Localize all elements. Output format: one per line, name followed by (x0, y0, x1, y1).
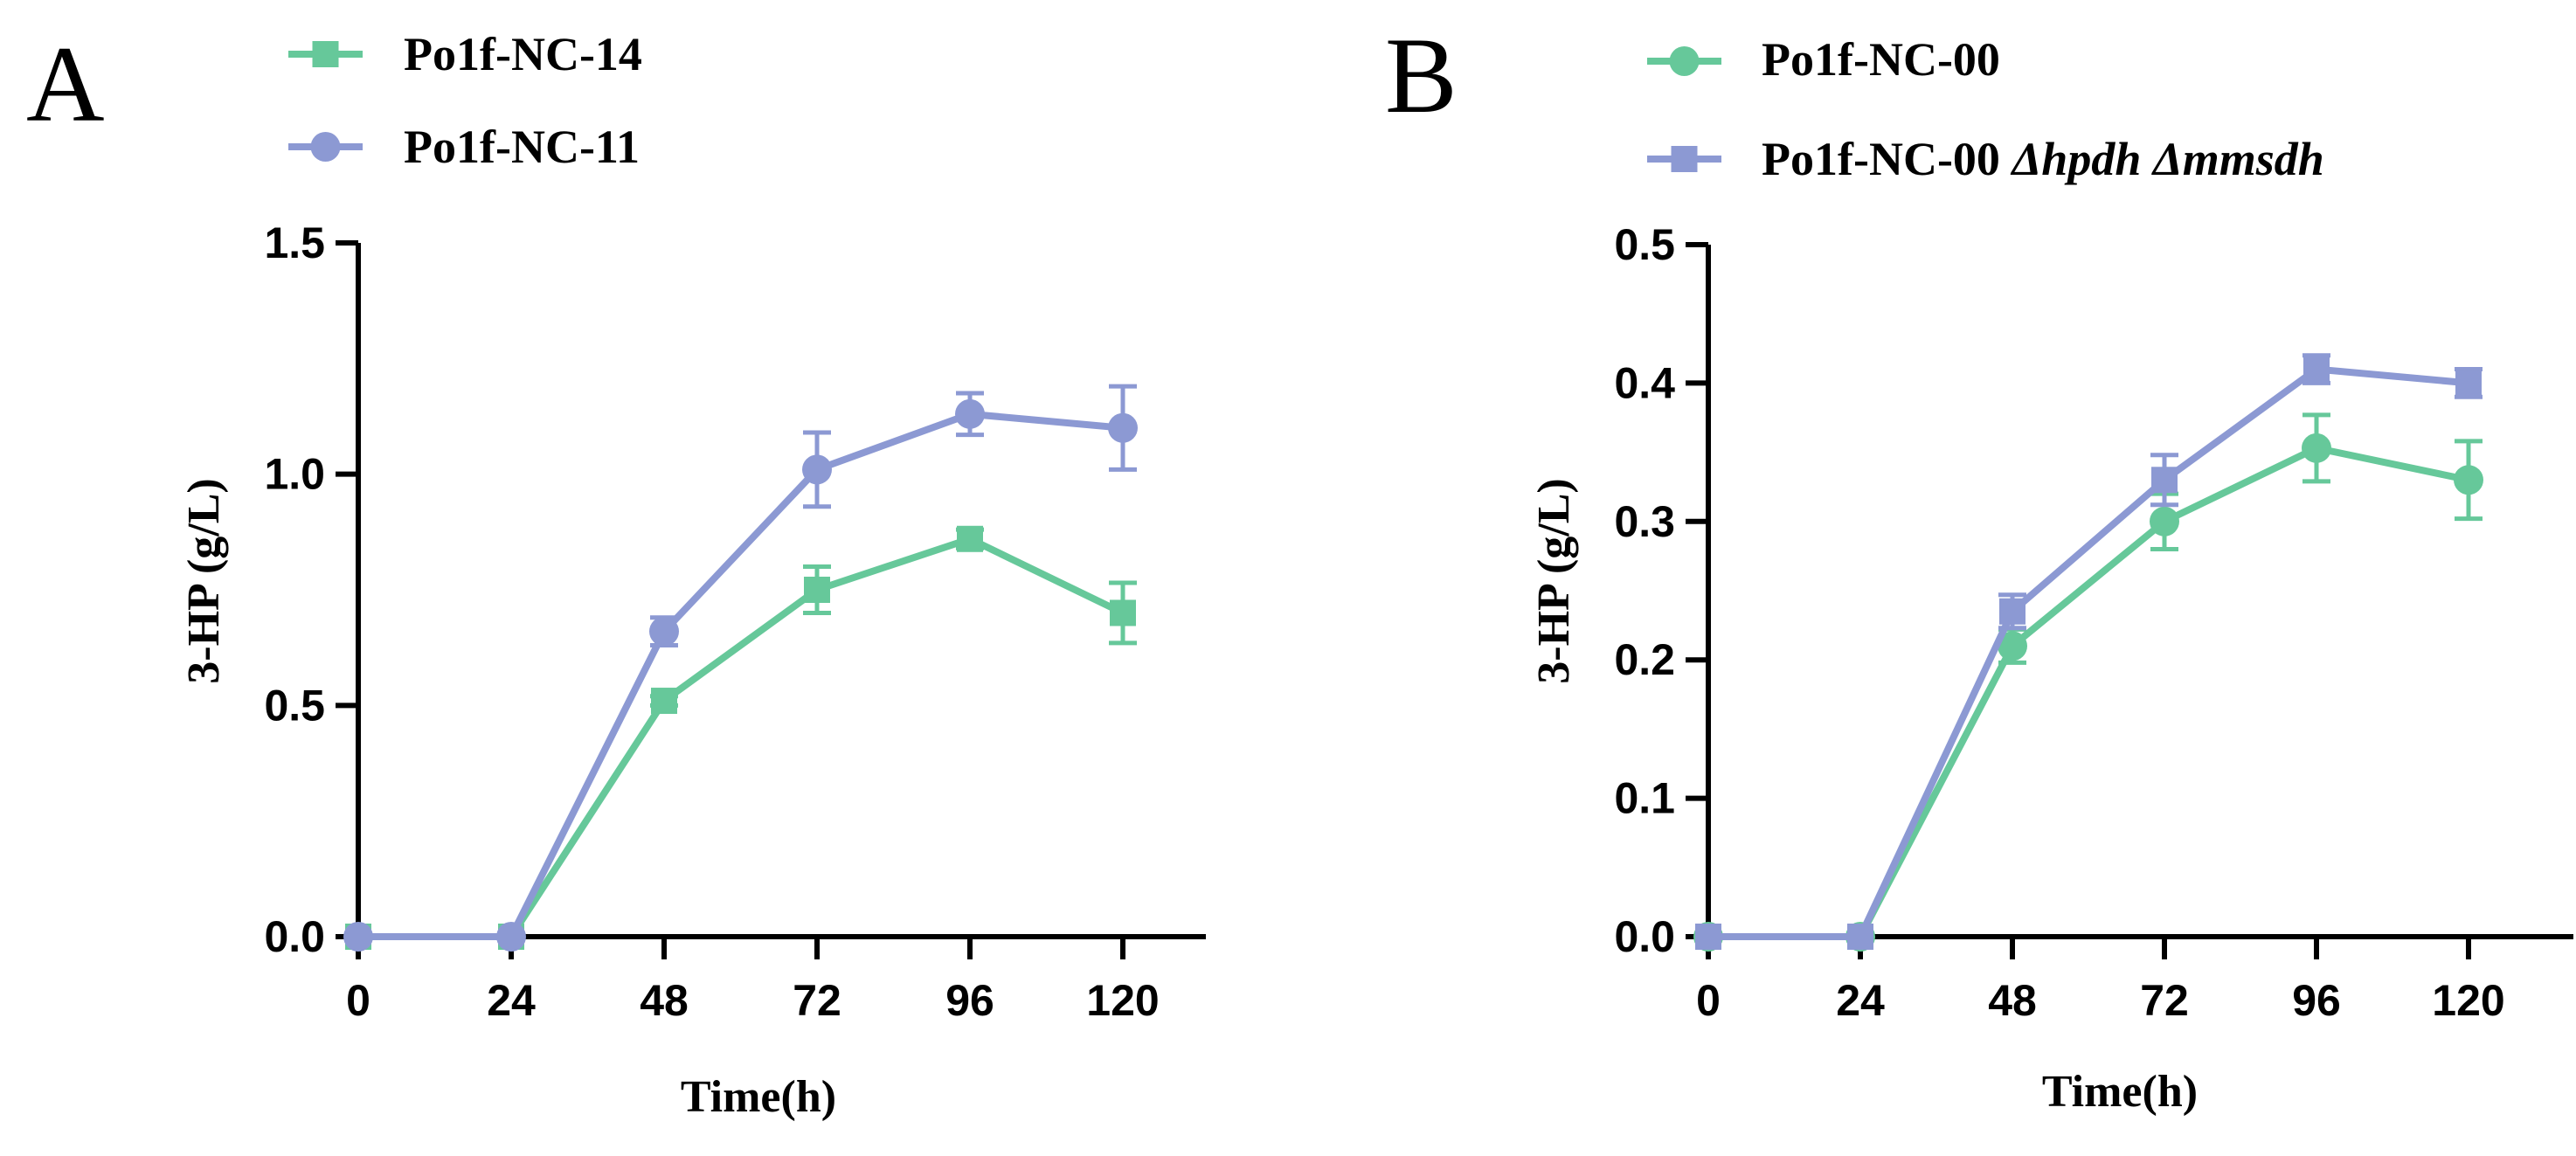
panel-b-series-2-point (2303, 356, 2330, 383)
panel-b-y-tick-label: 0.0 (1614, 912, 1675, 961)
panel-a-legend-label-1: Po1f-NC-14 (404, 28, 642, 80)
panel-a-series-1 (345, 525, 1137, 950)
panel-b-series-2 (1695, 353, 2483, 950)
panel-b-series-1-point (1998, 631, 2027, 661)
panel-b-legend-label-1: Po1f-NC-00 (1762, 33, 2000, 86)
panel-b-label: B (1385, 16, 1458, 135)
panel-a-y-tick-label: 0.0 (264, 912, 325, 961)
panel-b-x-tick-label: 120 (2432, 976, 2504, 1025)
panel-a-x-tick-label: 72 (793, 976, 841, 1025)
panel-b-legend-label-2-main: Po1f-NC-00 (1762, 133, 2012, 185)
panel-b-series-1-point (2150, 506, 2179, 536)
panel-a-series-2 (343, 384, 1138, 952)
panel-a-series-2-point (649, 616, 679, 647)
panel-a-x-tick-label: 48 (640, 976, 689, 1025)
panel-b-series-1 (1693, 412, 2483, 952)
panel-a-series-2-point (955, 398, 985, 429)
panel-a-series-2-point (343, 922, 373, 952)
panel-a: A Po1f-NC-14 Po1f-NC-11 Time(h) 3-HP (g/… (26, 24, 1206, 1122)
panel-b-series-1-point (2454, 465, 2483, 495)
panel-a-x-tick-label: 0 (346, 976, 370, 1025)
panel-a-x-tick-label: 120 (1086, 976, 1159, 1025)
panel-b-series-2-line (1708, 365, 2469, 940)
panel-b-y-tick-label: 0.5 (1614, 220, 1675, 269)
panel-a-series-1-point (804, 577, 830, 603)
panel-b-x-tick-label: 48 (1988, 976, 2037, 1025)
panel-a-legend-swatch-1-marker (312, 41, 339, 67)
panel-b-legend: Po1f-NC-00 Po1f-NC-00 Δhpdh Δmmsdh (1762, 33, 2324, 185)
panel-a-series-1-point (1110, 599, 1136, 626)
panel-b-x-tick-label: 0 (1696, 976, 1721, 1025)
panel-b-y-tick-label: 0.4 (1614, 358, 1675, 407)
panel-b-series-2-point (2455, 370, 2482, 397)
panel-b-x-tick-label: 24 (1836, 976, 1885, 1025)
panel-b-series-2-point (2151, 467, 2178, 494)
panel-a-series-2-line (358, 410, 1124, 940)
panel-b-series-1-line (1708, 444, 2469, 940)
panel-a-series-1-point (957, 525, 983, 552)
panel-a-y-axis-title: 3-HP (g/L) (179, 478, 229, 683)
panel-b-legend-label-1-main: Po1f-NC-00 (1762, 33, 2000, 86)
panel-b-legend-label-2: Po1f-NC-00 Δhpdh Δmmsdh (1762, 133, 2324, 185)
panel-b-legend-swatch-2-marker (1671, 146, 1698, 172)
panel-a-series-1-point (651, 688, 677, 715)
panel-b-x-tick-label: 72 (2140, 976, 2189, 1025)
panel-a-series-2-point (496, 922, 526, 952)
panel-a-series-2-point (1108, 412, 1138, 443)
panel-b-legend-label-2-italic: Δhpdh Δmmsdh (2010, 133, 2323, 185)
panel-a-x-tick-label: 96 (945, 976, 994, 1025)
panel-a-legend: Po1f-NC-14 Po1f-NC-11 (404, 28, 642, 173)
panel-b-series-2-point (1999, 598, 2025, 625)
panel-b-y-tick-label: 0.2 (1614, 635, 1675, 684)
panel-a-x-tick-label: 24 (487, 976, 536, 1025)
panel-b-x-tick-label: 96 (2292, 976, 2341, 1025)
panel-a-series-1-line (358, 535, 1125, 940)
panel-a-legend-label-2: Po1f-NC-11 (404, 121, 640, 173)
panel-a-legend-swatch-2-marker (310, 132, 341, 162)
panel-a-y-tick-label: 1.0 (264, 450, 325, 499)
panel-a-label: A (26, 24, 105, 144)
panel-b-y-tick-label: 0.1 (1614, 774, 1675, 823)
panel-a-x-axis-title: Time(h) (681, 1072, 836, 1122)
panel-a-y-tick-label: 0.5 (264, 681, 325, 730)
panel-b-y-axis-title: 3-HP (g/L) (1529, 478, 1579, 683)
panel-b-series-2-point (1847, 924, 1873, 950)
panel-a-series-2-point (802, 454, 832, 485)
panel-b: B Po1f-NC-00 Po1f-NC-00 Δhpdh Δmmsdh Tim… (1385, 16, 2573, 1117)
panel-b-y-tick-label: 0.3 (1614, 497, 1675, 546)
panel-b-legend-swatch-1-marker (1669, 46, 1700, 76)
panel-b-series-2-point (1695, 924, 1721, 950)
panel-a-y-tick-label: 1.5 (264, 218, 325, 267)
panel-b-x-axis-title: Time(h) (2042, 1067, 2198, 1117)
panel-b-series-1-point (2302, 433, 2331, 463)
